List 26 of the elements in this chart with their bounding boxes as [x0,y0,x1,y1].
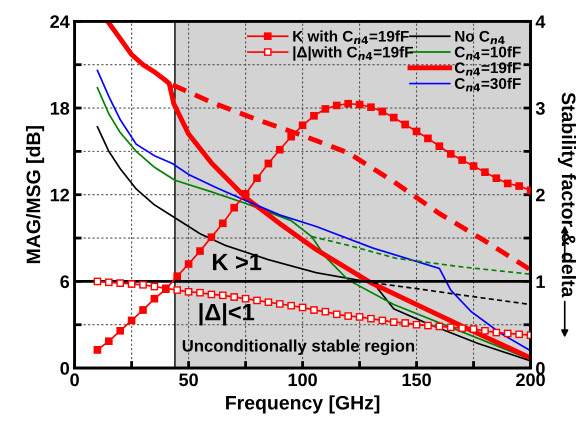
x-tick-label: 50 [179,373,198,386]
x-tick-label: 200 [516,373,545,386]
y-tick-label: 6 [60,275,70,288]
legend-label: C$_{n4}$=10fF [454,46,521,60]
x-tick-label: 150 [402,373,431,386]
legend-label: C$_{n4}$=19fF [454,62,521,76]
annotation: K >1 [212,254,262,270]
annotation: |Δ|<1 [200,303,254,326]
legend-label: No C$_{n4}$ [455,30,505,44]
legend-label: K with C$_{n4}$=19fF [293,30,409,44]
legend-label: C$_{n4}$=30fF [454,78,521,92]
y2-tick-label: 0 [536,362,545,375]
y-axis-title: MAG/MSG [dB] [26,126,44,264]
x-tick-label: 0 [70,373,79,386]
band-label: Unconditionally stable region [182,339,414,356]
x-tick-label: 100 [288,373,317,386]
y-tick-label: 18 [50,102,70,115]
y2-tick-label: 4 [536,15,546,28]
legend-label: |Δ|with C$_{n4}$=19fF [293,46,413,61]
x-axis-title: Frequency [GHz] [226,395,380,414]
y2-tick-label: 1 [536,276,545,288]
y2-tick-label: 2 [536,188,545,202]
y-tick-label: 0 [60,362,70,375]
y-tick-label: 24 [50,15,70,28]
y-tick-label: 12 [50,188,70,202]
y2-tick-label: 3 [536,102,545,115]
